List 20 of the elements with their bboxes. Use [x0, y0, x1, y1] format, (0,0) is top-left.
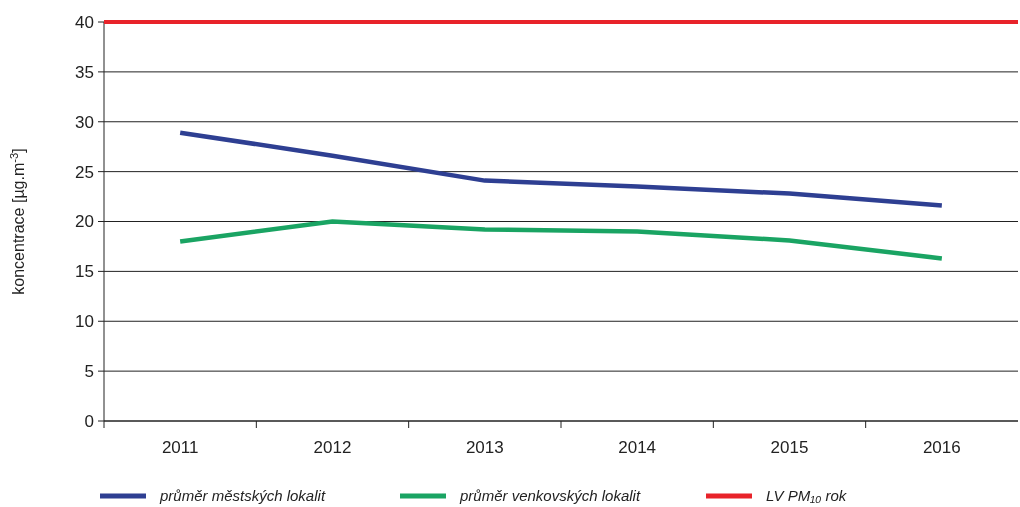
y-tick-label: 15: [75, 262, 94, 282]
legend-label: průměr městských lokalit: [159, 487, 326, 505]
x-tick-label: 2016: [922, 438, 961, 457]
line-series: [177, 130, 945, 208]
legend-label: průměr venkovských lokalit: [459, 487, 641, 505]
y-tick-label: 30: [75, 112, 94, 132]
line-series: [177, 219, 945, 261]
x-tick-label: 2011: [161, 438, 199, 457]
y-tick-label: 25: [75, 162, 94, 182]
x-tick-label: 2013: [465, 438, 504, 457]
y-tick-label: 20: [75, 212, 94, 232]
x-tick-label: 2014: [618, 438, 657, 457]
legend-label: LV PM₁₀ rok: [766, 487, 848, 505]
y-tick-label: 40: [75, 12, 94, 32]
y-tick-label: 5: [84, 362, 94, 382]
y-tick-label: 10: [75, 312, 94, 332]
y-tick-label: 35: [75, 62, 94, 82]
x-tick-label: 2012: [313, 438, 352, 457]
x-tick-label: 2015: [770, 438, 809, 457]
y-tick-label: 0: [84, 411, 94, 431]
